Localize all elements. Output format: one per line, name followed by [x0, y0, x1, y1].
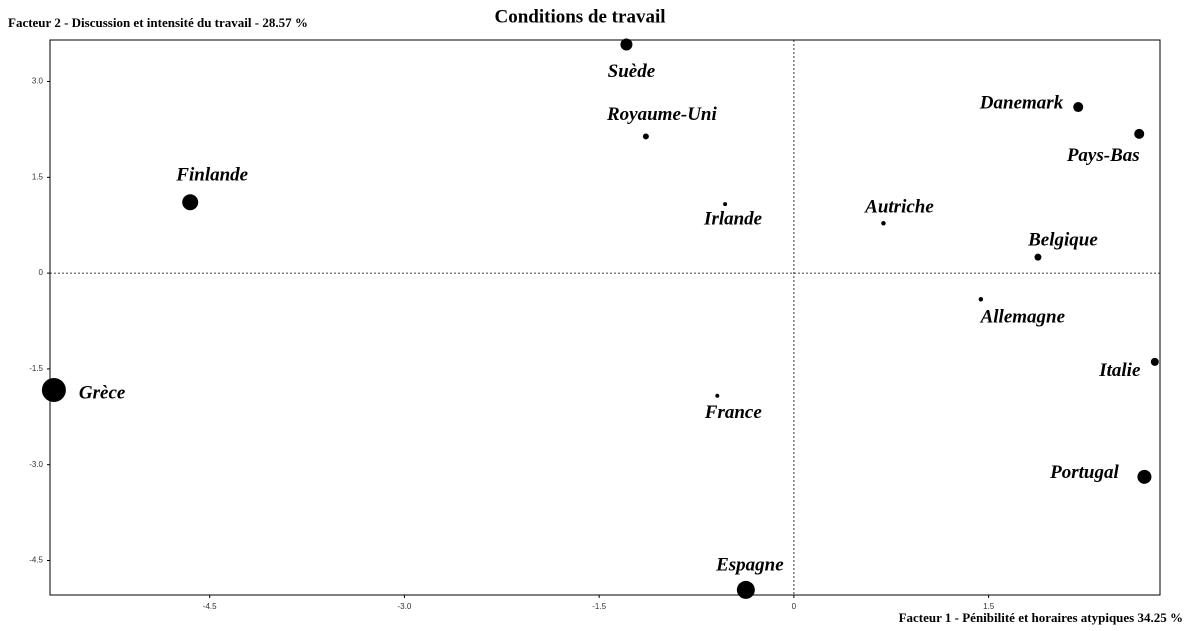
y-tick-label: 3.0 [32, 77, 44, 86]
point-label: Grèce [79, 382, 126, 403]
point-label: Italie [1098, 360, 1141, 381]
y-axis-label: Facteur 2 - Discussion et intensité du t… [8, 15, 308, 30]
point-label: Autriche [864, 197, 934, 218]
point-label: Finlande [175, 165, 248, 186]
point-label: Suède [608, 61, 656, 82]
point [1150, 357, 1159, 366]
plot-frame [49, 39, 1161, 596]
point-label: Pays-Bas [1066, 145, 1140, 166]
point [715, 393, 720, 398]
point [1137, 469, 1152, 484]
y-tick-label: -4.5 [29, 556, 43, 565]
chart-title: Conditions de travail [494, 6, 665, 27]
point [1034, 253, 1042, 261]
point-label: Allemagne [980, 307, 1066, 328]
x-tick-label: 1.5 [983, 602, 995, 611]
point-label: Portugal [1049, 462, 1119, 483]
point [1073, 102, 1084, 113]
y-tick-label: -3.0 [29, 460, 43, 469]
point [881, 221, 886, 226]
y-tick-label: -1.5 [29, 364, 43, 373]
point-label: Espagne [715, 554, 784, 575]
point [736, 580, 755, 599]
point-label: Belgique [1027, 230, 1098, 251]
y-tick-label: 0 [39, 268, 44, 277]
point [642, 133, 649, 140]
y-tick-label: 1.5 [32, 172, 44, 181]
x-tick-label: -4.5 [203, 602, 217, 611]
point-label: France [704, 402, 763, 423]
x-tick-label: -3.0 [398, 602, 412, 611]
point-label: Danemark [979, 92, 1064, 113]
point [723, 202, 728, 207]
x-tick-label: 0 [792, 602, 797, 611]
point-label: Irlande [703, 208, 763, 229]
point [620, 38, 633, 51]
x-axis-label: Facteur 1 - Pénibilité et horaires atypi… [899, 610, 1183, 625]
point-label: Royaume-Uni [606, 104, 718, 125]
point [1134, 128, 1145, 139]
point [41, 377, 66, 402]
point [182, 194, 199, 211]
point [978, 297, 984, 302]
x-tick-label: -1.5 [592, 602, 606, 611]
